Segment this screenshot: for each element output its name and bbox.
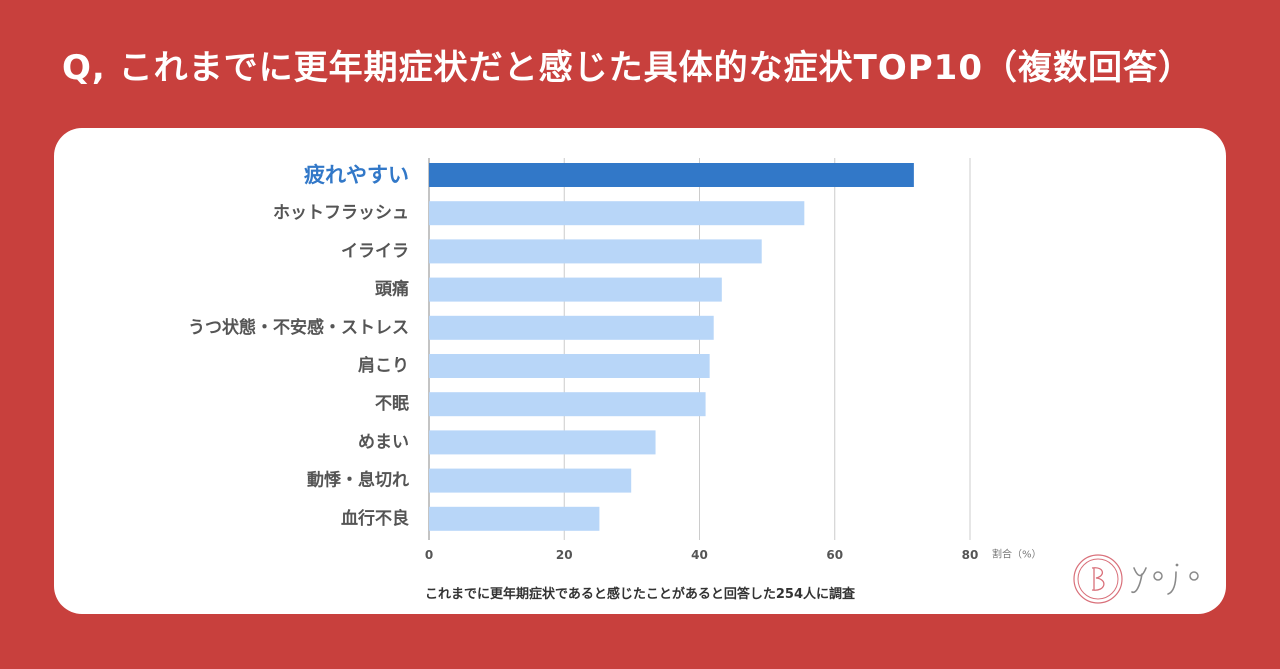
- x-tick-label: 20: [556, 548, 573, 562]
- category-label-10: 血行不良: [341, 508, 409, 529]
- bar-5: [429, 315, 714, 340]
- category-label-6: 肩こり: [358, 355, 409, 376]
- x-tick-label: 60: [826, 548, 843, 562]
- bar-8: [429, 430, 656, 455]
- yojo-logo: [1073, 554, 1199, 604]
- category-label-8: めまい: [358, 432, 409, 452]
- category-label-3: イライラ: [341, 241, 409, 261]
- bar-4: [429, 277, 722, 302]
- footnote: これまでに更年期症状であると感じたことがあると回答した254人に調査: [424, 587, 855, 602]
- bar-9: [429, 468, 632, 493]
- category-label-4: 頭痛: [375, 279, 409, 300]
- page-title: Q, これまでに更年期症状だと感じた具体的な症状TOP10（複数回答）: [62, 48, 1193, 88]
- bar-7: [429, 392, 706, 417]
- bar-3: [429, 239, 762, 264]
- category-label-9: 動悸・息切れ: [307, 470, 409, 491]
- x-tick-label: 0: [425, 548, 433, 562]
- bar-1: [429, 163, 914, 187]
- category-label-1: 疲れやすい: [304, 163, 409, 187]
- chart-card: 疲れやすいホットフラッシュイライラ頭痛うつ状態・不安感・ストレス肩こり不眠めまい…: [54, 128, 1226, 614]
- x-tick-label: 40: [691, 548, 708, 562]
- x-axis-label: 割合（%）: [992, 548, 1042, 561]
- bar-6: [429, 354, 710, 378]
- category-label-2: ホットフラッシュ: [273, 203, 409, 223]
- category-label-5: うつ状態・不安感・ストレス: [188, 317, 409, 338]
- bar-chart: 疲れやすいホットフラッシュイライラ頭痛うつ状態・不安感・ストレス肩こり不眠めまい…: [188, 158, 1042, 562]
- category-label-7: 不眠: [375, 394, 409, 414]
- x-tick-label: 80: [962, 548, 979, 562]
- bar-2: [429, 201, 805, 226]
- bar-10: [429, 506, 600, 531]
